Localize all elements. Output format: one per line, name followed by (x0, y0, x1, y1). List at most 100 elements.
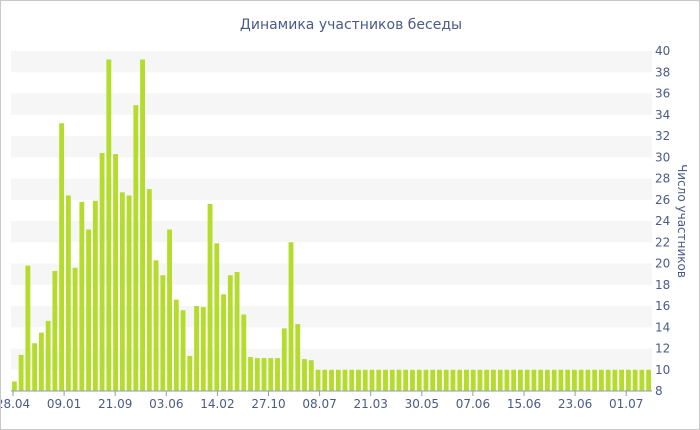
bar-series (11, 59, 652, 392)
bar (632, 369, 638, 391)
grid-band (11, 51, 652, 73)
y-axis-title: Число участников (675, 164, 689, 278)
bar (302, 359, 307, 392)
bar (167, 229, 172, 391)
y-tick-label: 36 (655, 87, 670, 101)
bar (261, 358, 267, 391)
bar (639, 369, 645, 391)
bar (403, 369, 409, 391)
x-tick-label: 03.06 (149, 397, 183, 411)
y-tick-label: 10 (655, 363, 670, 377)
bar (329, 369, 334, 391)
bar (194, 306, 199, 391)
bar (423, 369, 429, 391)
bar (268, 358, 274, 391)
bar (410, 369, 415, 391)
bar (160, 275, 166, 391)
bar (72, 267, 78, 391)
y-tick-label: 34 (655, 108, 670, 122)
y-tick-label: 28 (655, 172, 670, 186)
bar (187, 355, 193, 391)
y-tick-label: 38 (655, 65, 670, 79)
chart-title: Динамика участников беседы (240, 17, 462, 33)
bar (443, 369, 449, 391)
bar (625, 369, 631, 391)
x-tick-label: 08.07 (302, 397, 336, 411)
y-tick-label: 24 (655, 214, 670, 228)
x-tick-label: 09.01 (47, 397, 81, 411)
bar (592, 369, 598, 391)
bar (234, 272, 240, 391)
bar (383, 369, 388, 391)
bar (59, 123, 65, 391)
bar (248, 357, 253, 391)
bar (79, 201, 85, 392)
bar (99, 153, 105, 391)
y-tick-label: 22 (655, 235, 670, 249)
bar (571, 369, 577, 391)
bar (470, 369, 476, 391)
bar (322, 369, 328, 391)
bar (288, 242, 294, 391)
bar (551, 369, 557, 391)
bar (518, 369, 523, 391)
bar (241, 314, 247, 391)
y-tick-label: 26 (655, 193, 670, 207)
bar (65, 195, 71, 391)
bar (315, 369, 321, 391)
bar (308, 360, 314, 391)
bar (362, 369, 368, 391)
y-tick-label: 16 (655, 299, 670, 313)
y-tick-label: 20 (655, 257, 670, 271)
bar (349, 369, 355, 391)
bar (113, 154, 119, 391)
bar (126, 195, 132, 391)
bar (342, 369, 348, 391)
grid-band (11, 93, 652, 115)
bar (612, 369, 618, 391)
y-tick-label: 14 (655, 320, 670, 334)
y-tick-label: 32 (655, 129, 670, 143)
bar (18, 354, 24, 392)
bar (86, 229, 92, 391)
x-tick-label: 21.09 (98, 397, 132, 411)
bar (524, 369, 530, 391)
bar (221, 294, 226, 391)
grid-band (11, 136, 652, 158)
bar (598, 369, 604, 391)
y-tick-label: 8 (655, 384, 663, 398)
bar (52, 270, 58, 391)
bar (106, 59, 112, 391)
y-tick-label: 30 (655, 150, 670, 164)
bar (450, 369, 456, 391)
bar (578, 369, 584, 391)
bar (119, 192, 125, 391)
x-tick-label: 27.10 (251, 397, 285, 411)
bar (207, 204, 213, 391)
bar (11, 381, 17, 391)
bar (504, 369, 510, 391)
bar (25, 265, 31, 392)
bar (140, 59, 145, 391)
y-tick-label: 40 (655, 44, 670, 58)
x-tick-label: 14.02 (200, 397, 234, 411)
bar (484, 369, 490, 391)
bar (356, 369, 361, 391)
bar (275, 358, 280, 391)
y-axis-ticks: 8 10 12 14 16 18 20 22 24 26 28 30 32 34 36 38 40 (655, 44, 670, 398)
bar (369, 369, 375, 391)
x-tick-label: 01.07 (609, 397, 643, 411)
bar (254, 358, 260, 391)
bar (464, 369, 469, 391)
bar (376, 369, 382, 391)
bar (173, 299, 179, 392)
x-tick-label: 15.06 (507, 397, 541, 411)
y-tick-label: 12 (655, 342, 670, 356)
bar (416, 369, 422, 391)
bar (497, 369, 503, 391)
bar (396, 369, 402, 391)
bar (335, 369, 341, 391)
bar (619, 369, 625, 391)
bar (585, 369, 591, 391)
